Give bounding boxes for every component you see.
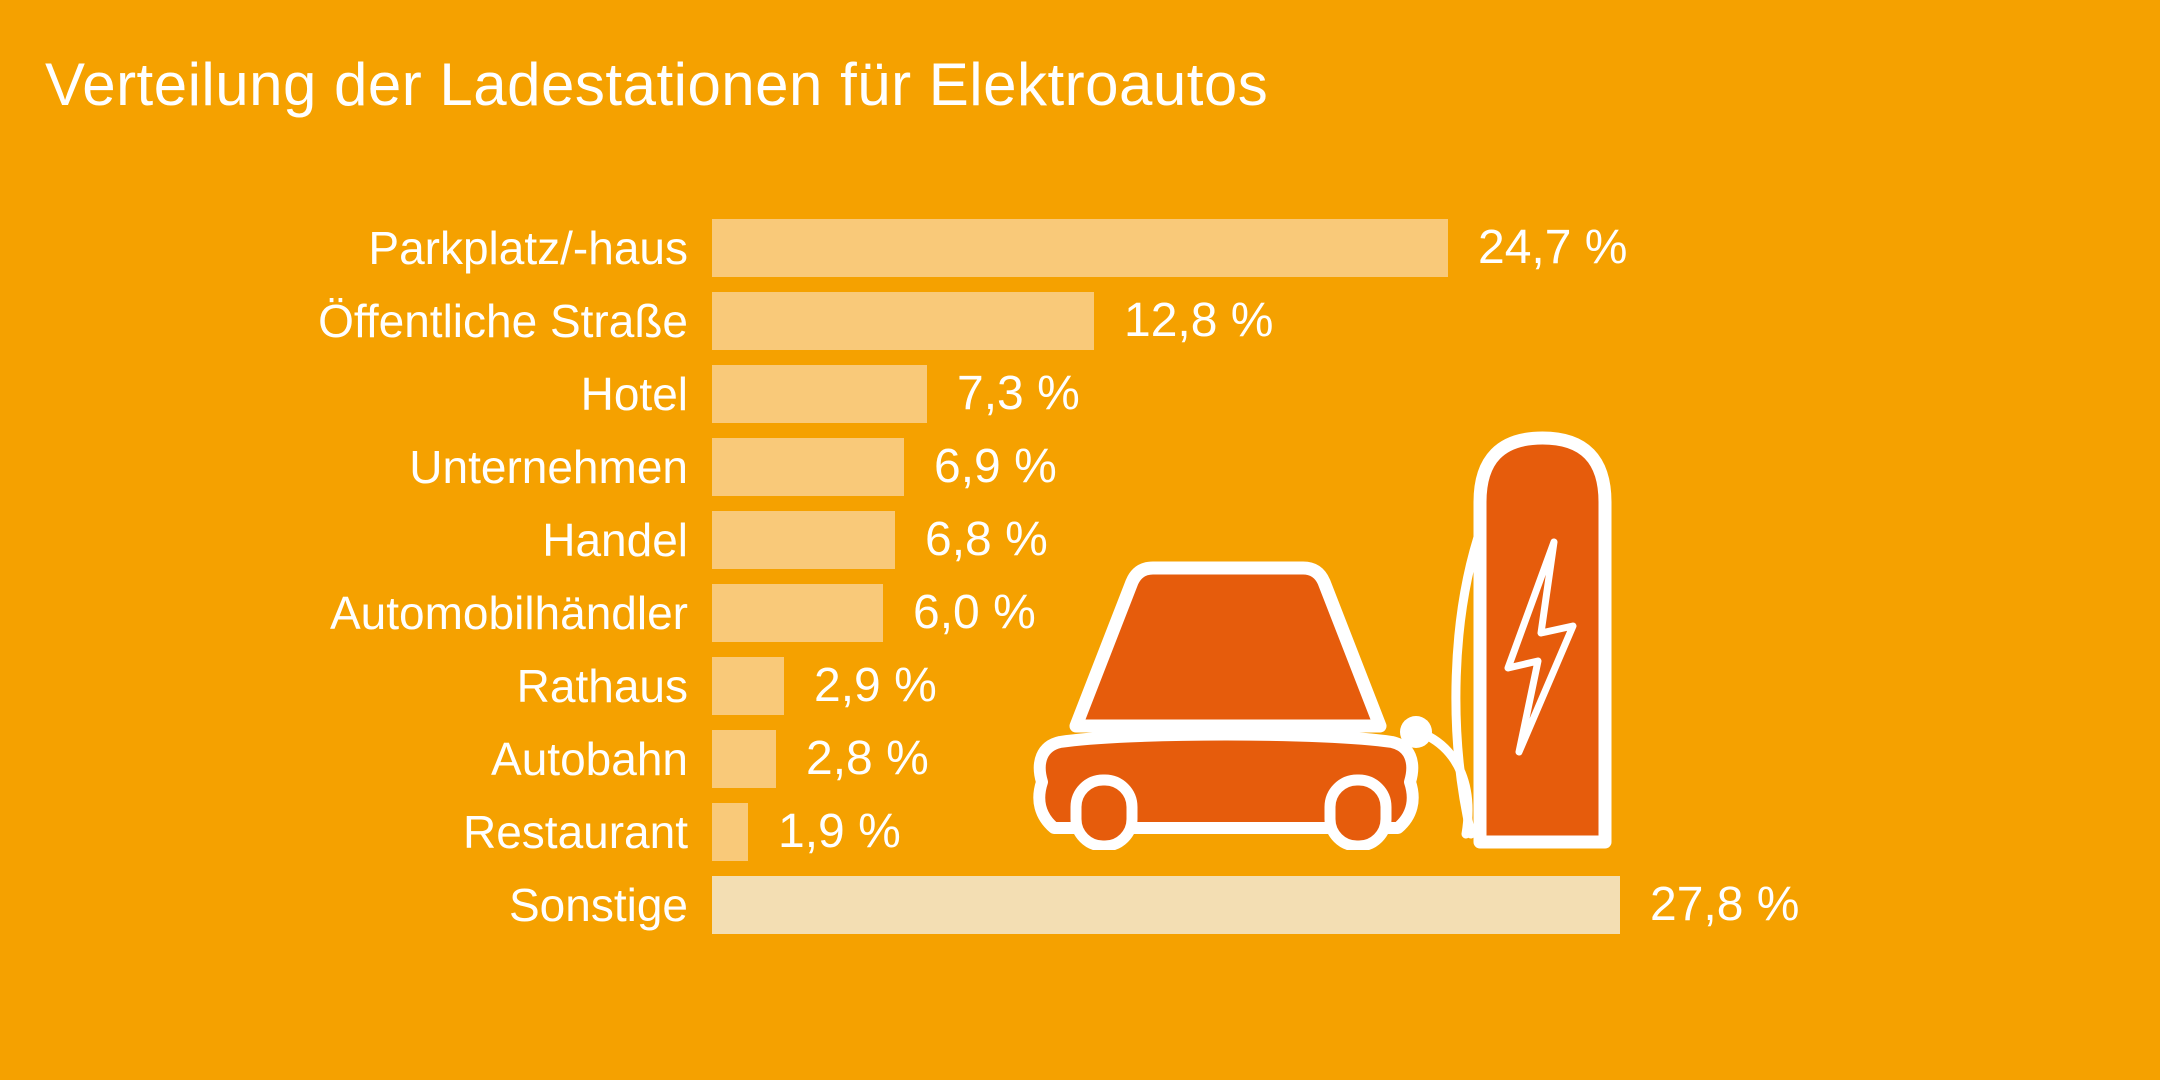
car-icon <box>1033 561 1432 852</box>
bar-row: Automobilhändler 6,0 % <box>0 576 2160 649</box>
bar-row: Sonstige 27,8 % <box>0 868 2160 941</box>
value-label: 2,8 % <box>806 731 929 785</box>
category-label: Hotel <box>580 367 688 420</box>
value-label: 1,9 % <box>778 804 901 858</box>
category-label: Rathaus <box>516 659 688 712</box>
ev-charging-pictogram <box>1033 431 1612 852</box>
bar-row: Autobahn 2,8 % <box>0 722 2160 795</box>
bar-row: Hotel 7,3 % <box>0 357 2160 430</box>
value-label: 6,9 % <box>934 439 1057 493</box>
bar-chart: Parkplatz/-haus 24,7 % Öffentliche Straß… <box>0 211 2160 941</box>
lightning-bolt-icon <box>1504 538 1577 756</box>
value-label: 6,0 % <box>913 585 1036 639</box>
bar <box>712 583 883 642</box>
value-label: 7,3 % <box>957 366 1080 420</box>
category-label: Unternehmen <box>409 440 688 493</box>
bar <box>712 729 776 788</box>
category-label: Sonstige <box>508 878 688 931</box>
value-label: 2,9 % <box>814 658 937 712</box>
value-label: 24,7 % <box>1478 220 1628 274</box>
bar-row: Parkplatz/-haus 24,7 % <box>0 211 2160 284</box>
bar-row: Öffentliche Straße 12,8 % <box>0 284 2160 357</box>
bar <box>712 218 1448 277</box>
bar <box>712 437 904 496</box>
bar-row: Handel 6,8 % <box>0 503 2160 576</box>
charging-station-icon <box>1473 431 1612 849</box>
chart-title: Verteilung der Ladestationen für Elektro… <box>45 51 1269 118</box>
category-label: Öffentliche Straße <box>318 294 688 347</box>
category-label: Handel <box>542 513 688 566</box>
bar <box>712 875 1620 934</box>
bar-row: Unternehmen 6,9 % <box>0 430 2160 503</box>
category-label: Parkplatz/-haus <box>368 221 688 274</box>
charge-port-icon <box>1400 716 1432 748</box>
value-label: 12,8 % <box>1124 293 1274 347</box>
bar <box>712 364 927 423</box>
bar <box>712 510 895 569</box>
bar <box>712 802 748 861</box>
charging-cable-icon <box>1423 520 1487 839</box>
category-label: Automobilhändler <box>329 586 688 639</box>
category-label: Autobahn <box>491 732 688 785</box>
bar <box>712 656 784 715</box>
bar <box>712 291 1094 350</box>
bar-row: Rathaus 2,9 % <box>0 649 2160 722</box>
value-label: 6,8 % <box>925 512 1048 566</box>
bar-row: Restaurant 1,9 % <box>0 795 2160 868</box>
electric-car-charging-icon <box>1030 430 1620 852</box>
value-label: 27,8 % <box>1650 877 1800 931</box>
category-label: Restaurant <box>462 805 688 858</box>
